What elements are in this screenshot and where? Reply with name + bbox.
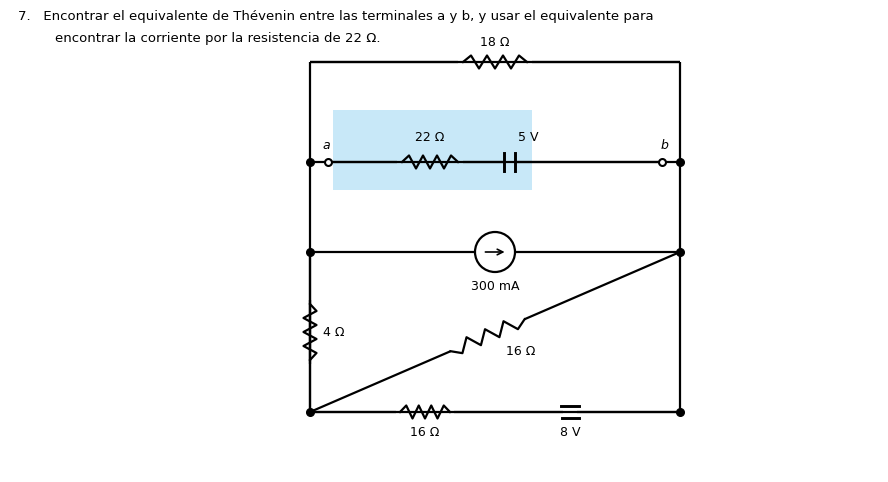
Text: 16 Ω: 16 Ω	[505, 345, 535, 358]
Text: 16 Ω: 16 Ω	[410, 426, 440, 439]
Text: 22 Ω: 22 Ω	[416, 131, 445, 144]
Text: 8 V: 8 V	[559, 426, 580, 439]
Text: a: a	[322, 139, 329, 152]
Text: 7.   Encontrar el equivalente de Thévenin entre las terminales a y b, y usar el : 7. Encontrar el equivalente de Thévenin …	[18, 10, 654, 23]
Text: encontrar la corriente por la resistencia de 22 Ω.: encontrar la corriente por la resistenci…	[55, 32, 380, 45]
Text: 18 Ω: 18 Ω	[480, 36, 510, 49]
Text: 300 mA: 300 mA	[471, 280, 519, 293]
Bar	[333, 110, 532, 190]
Text: 4 Ω: 4 Ω	[323, 325, 345, 338]
Circle shape	[475, 232, 515, 272]
Text: 5 V: 5 V	[518, 131, 538, 144]
Text: b: b	[660, 139, 668, 152]
